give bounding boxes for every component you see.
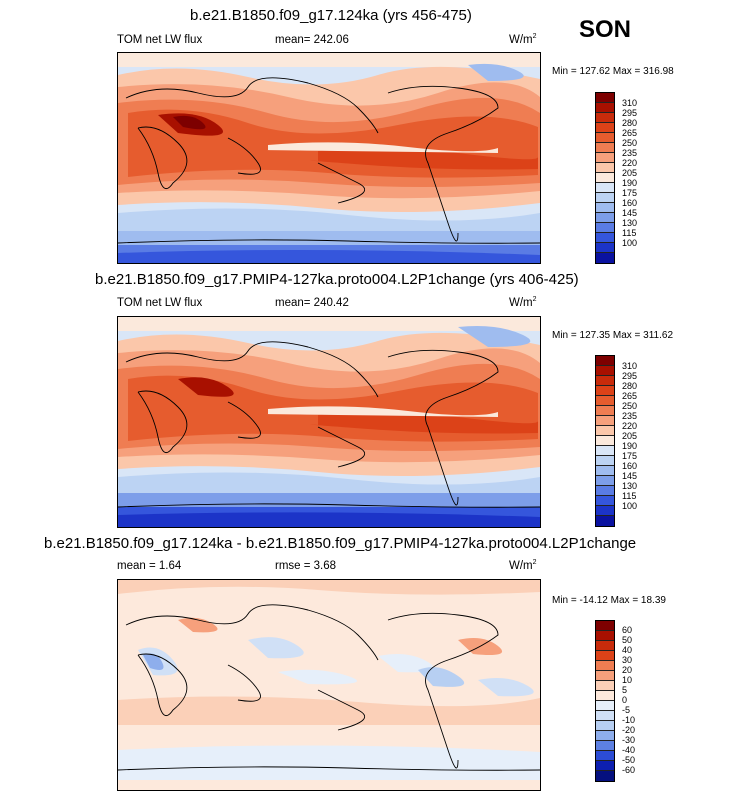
panel2-units: W/m2	[509, 296, 537, 309]
cbar-label: -30	[622, 735, 636, 745]
panel1-mean-label: mean= 242.06	[275, 34, 349, 46]
cbar-label: 235	[622, 411, 638, 421]
panel1-map-field	[118, 53, 540, 263]
panel2-mean-label: mean= 240.42	[275, 297, 349, 309]
cbar-label: 265	[622, 128, 638, 138]
panel1-colorbar	[595, 92, 615, 264]
cbar-label: 100	[622, 238, 638, 248]
cbar-label: 115	[622, 491, 637, 501]
cbar-label: -20	[622, 725, 636, 735]
cbar-label: 130	[622, 218, 638, 228]
cbar-label: -50	[622, 755, 636, 765]
panel2-map	[117, 316, 541, 528]
cbar-label: 160	[622, 198, 638, 208]
panel3-minmax: Min = -14.12 Max = 18.39	[552, 595, 666, 606]
panel2-colorbar	[595, 355, 615, 527]
panel3-map	[117, 579, 541, 791]
panel3-map-field	[118, 580, 540, 790]
cbar-label: 115	[622, 228, 637, 238]
cbar-label: 20	[622, 665, 633, 675]
cbar-label: 145	[622, 471, 638, 481]
cbar-label: 235	[622, 148, 638, 158]
panel1-minmax: Min = 127.62 Max = 316.98	[552, 66, 674, 77]
panel3-colorbar	[595, 620, 615, 782]
cbar-label: 0	[622, 695, 628, 705]
cbar-label: 160	[622, 461, 638, 471]
panel2-map-field	[118, 317, 540, 527]
cbar-label: 310	[622, 98, 638, 108]
cbar-label: 190	[622, 178, 638, 188]
cbar-label: 310	[622, 361, 638, 371]
panel1-coastlines	[118, 77, 540, 244]
panel2-title: b.e21.B1850.f09_g17.PMIP4-127ka.proto004…	[95, 271, 579, 288]
cbar-label: 205	[622, 168, 638, 178]
panel1-variable-label: TOM net LW flux	[117, 34, 203, 46]
cbar-label: 250	[622, 401, 638, 411]
cbar-label: 40	[622, 645, 633, 655]
cbar-label: 220	[622, 158, 638, 168]
cbar-label: -60	[622, 765, 636, 775]
cbar-label: -5	[622, 705, 631, 715]
cbar-label: 5	[622, 685, 628, 695]
panel1-title: b.e21.B1850.f09_g17.124ka (yrs 456-475)	[190, 7, 472, 24]
cbar-label: 295	[622, 108, 638, 118]
cbar-label: 130	[622, 481, 638, 491]
cbar-label: 60	[622, 625, 633, 635]
cbar-label: 280	[622, 118, 638, 128]
cbar-label: 145	[622, 208, 638, 218]
panel2-minmax: Min = 127.35 Max = 311.62	[552, 330, 674, 341]
cbar-label: 50	[622, 635, 633, 645]
cbar-label: 295	[622, 371, 638, 381]
panel3-coastlines	[118, 604, 540, 771]
cbar-label: -10	[622, 715, 636, 725]
cbar-label: 175	[622, 451, 638, 461]
cbar-label: 265	[622, 391, 638, 401]
panel3-units: W/m2	[509, 559, 537, 572]
cbar-label: 100	[622, 501, 638, 511]
cbar-label: 280	[622, 381, 638, 391]
panel1-map	[117, 52, 541, 264]
cbar-label: -40	[622, 745, 636, 755]
cbar-label: 30	[622, 655, 633, 665]
cbar-label: 250	[622, 138, 638, 148]
season-label: SON	[579, 16, 632, 43]
panel2-coastlines	[118, 341, 540, 508]
cbar-label: 205	[622, 431, 638, 441]
panel3-mean-label: mean = 1.64	[117, 560, 182, 572]
panel3-rmse-label: rmse = 3.68	[275, 560, 337, 572]
panel2-variable-label: TOM net LW flux	[117, 297, 203, 309]
cbar-label: 10	[622, 675, 633, 685]
panel3-title: b.e21.B1850.f09_g17.124ka - b.e21.B1850.…	[44, 535, 637, 552]
panel1-units: W/m2	[509, 33, 537, 46]
cbar-label: 175	[622, 188, 638, 198]
cbar-label: 190	[622, 441, 638, 451]
cbar-label: 220	[622, 421, 638, 431]
